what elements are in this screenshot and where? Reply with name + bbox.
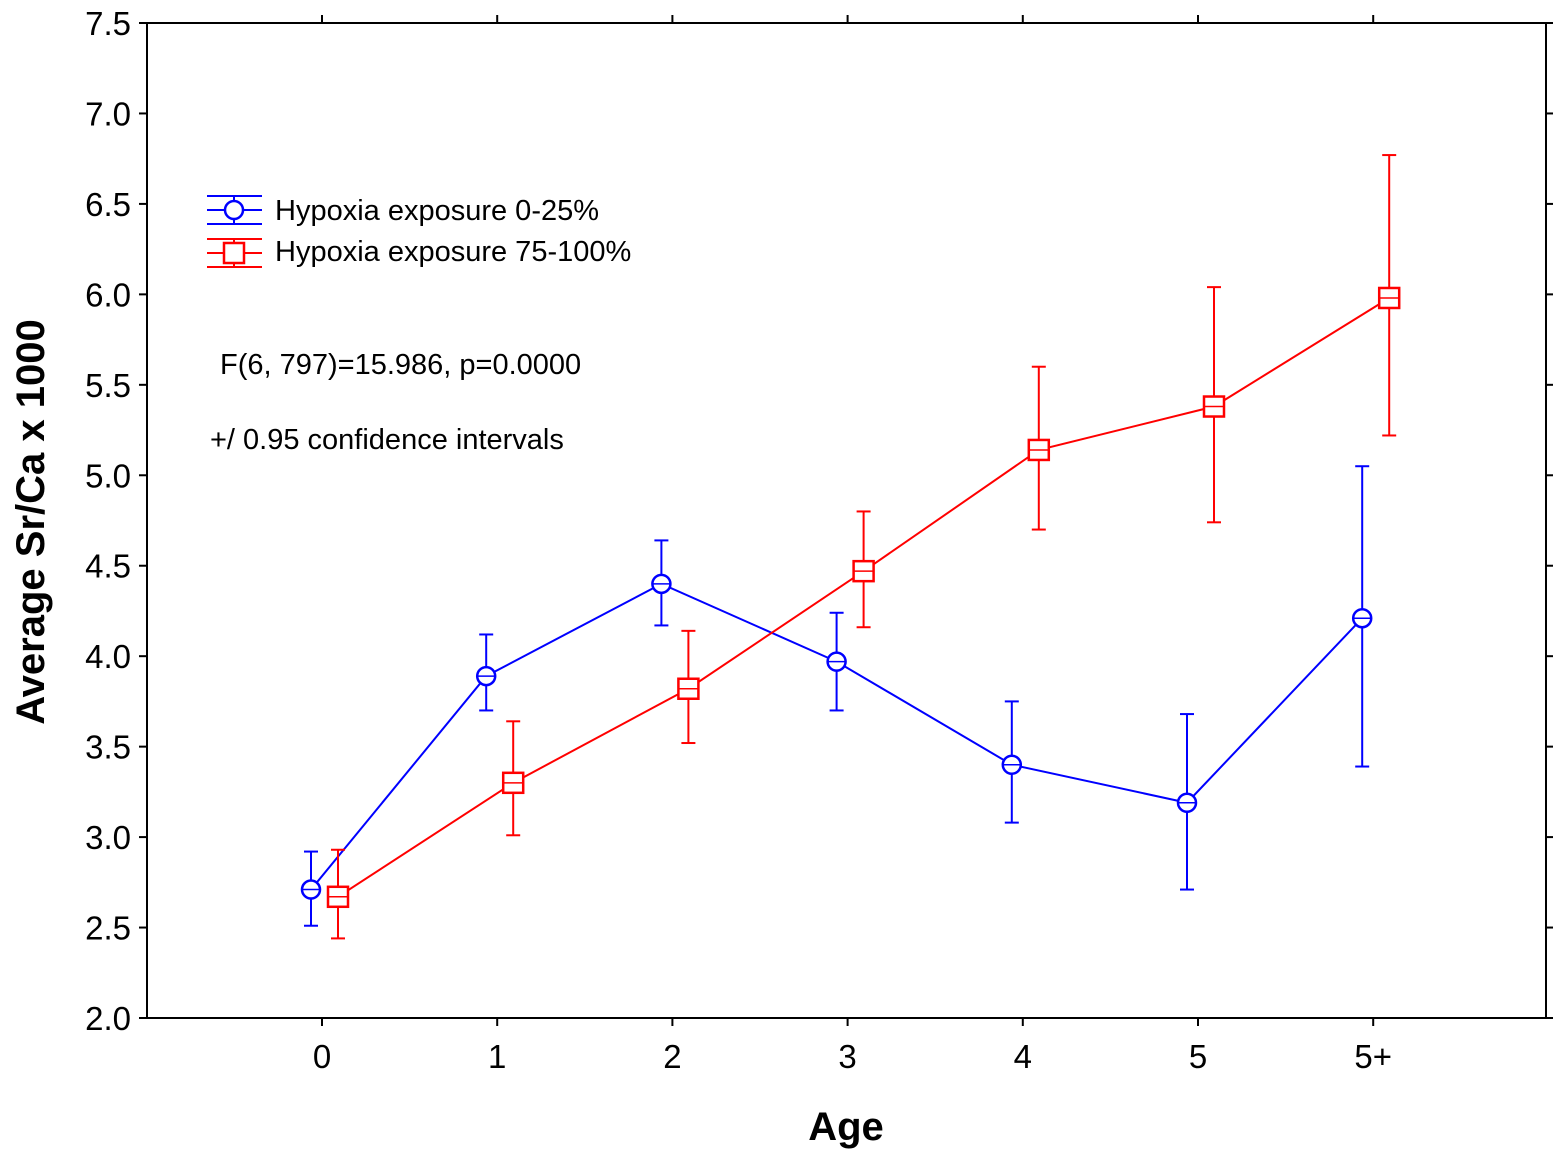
x-tick-label: 3 xyxy=(838,1038,856,1075)
x-tick-label: 0 xyxy=(313,1038,331,1075)
y-axis-title: Average Sr/Ca x 1000 xyxy=(9,319,53,724)
legend-label-blue: Hypoxia exposure 0-25% xyxy=(275,195,599,227)
y-axis: 2.0 2.5 3.0 3.5 4.0 4.5 5.0 5.5 6.0 6.5 7.0 7.5 xyxy=(85,5,1553,1037)
x-tick-label: 2 xyxy=(663,1038,681,1075)
series-layer xyxy=(300,154,1401,940)
y-tick-label: 5.0 xyxy=(85,457,131,494)
x-axis: 0 1 2 3 4 5 5+ xyxy=(313,15,1392,1075)
y-tick-label: 5.5 xyxy=(85,367,131,404)
y-tick-label: 4.0 xyxy=(85,638,131,675)
y-tick-label: 7.5 xyxy=(85,5,131,42)
y-tick-label: 3.5 xyxy=(85,729,131,766)
confidence-interval-annotation: +/ 0.95 confidence intervals xyxy=(210,424,564,456)
plot-frame xyxy=(146,22,1547,1019)
x-tick-label: 5+ xyxy=(1354,1038,1392,1075)
y-tick-label: 7.0 xyxy=(85,95,131,132)
y-tick-label: 2.5 xyxy=(85,910,131,947)
y-tick-label: 4.5 xyxy=(85,548,131,585)
legend: Hypoxia exposure 0-25% Hypoxia exposure … xyxy=(207,195,631,268)
square-marker-icon xyxy=(222,241,246,265)
x-axis-title: Age xyxy=(808,1105,884,1149)
y-tick-label: 6.5 xyxy=(85,186,131,223)
x-tick-label: 1 xyxy=(488,1038,506,1075)
legend-label-red: Hypoxia exposure 75-100% xyxy=(275,236,631,268)
x-tick-label: 4 xyxy=(1014,1038,1032,1075)
y-tick-label: 6.0 xyxy=(85,276,131,313)
series-hypoxia-75-100 xyxy=(326,154,1401,940)
series-hypoxia-0-25 xyxy=(300,465,1373,927)
y-tick-label: 3.0 xyxy=(85,819,131,856)
circle-marker-icon xyxy=(223,199,245,221)
f-statistic-annotation: F(6, 797)=15.986, p=0.0000 xyxy=(220,349,581,381)
x-tick-label: 5 xyxy=(1189,1038,1207,1075)
y-tick-label: 2.0 xyxy=(85,1000,131,1037)
